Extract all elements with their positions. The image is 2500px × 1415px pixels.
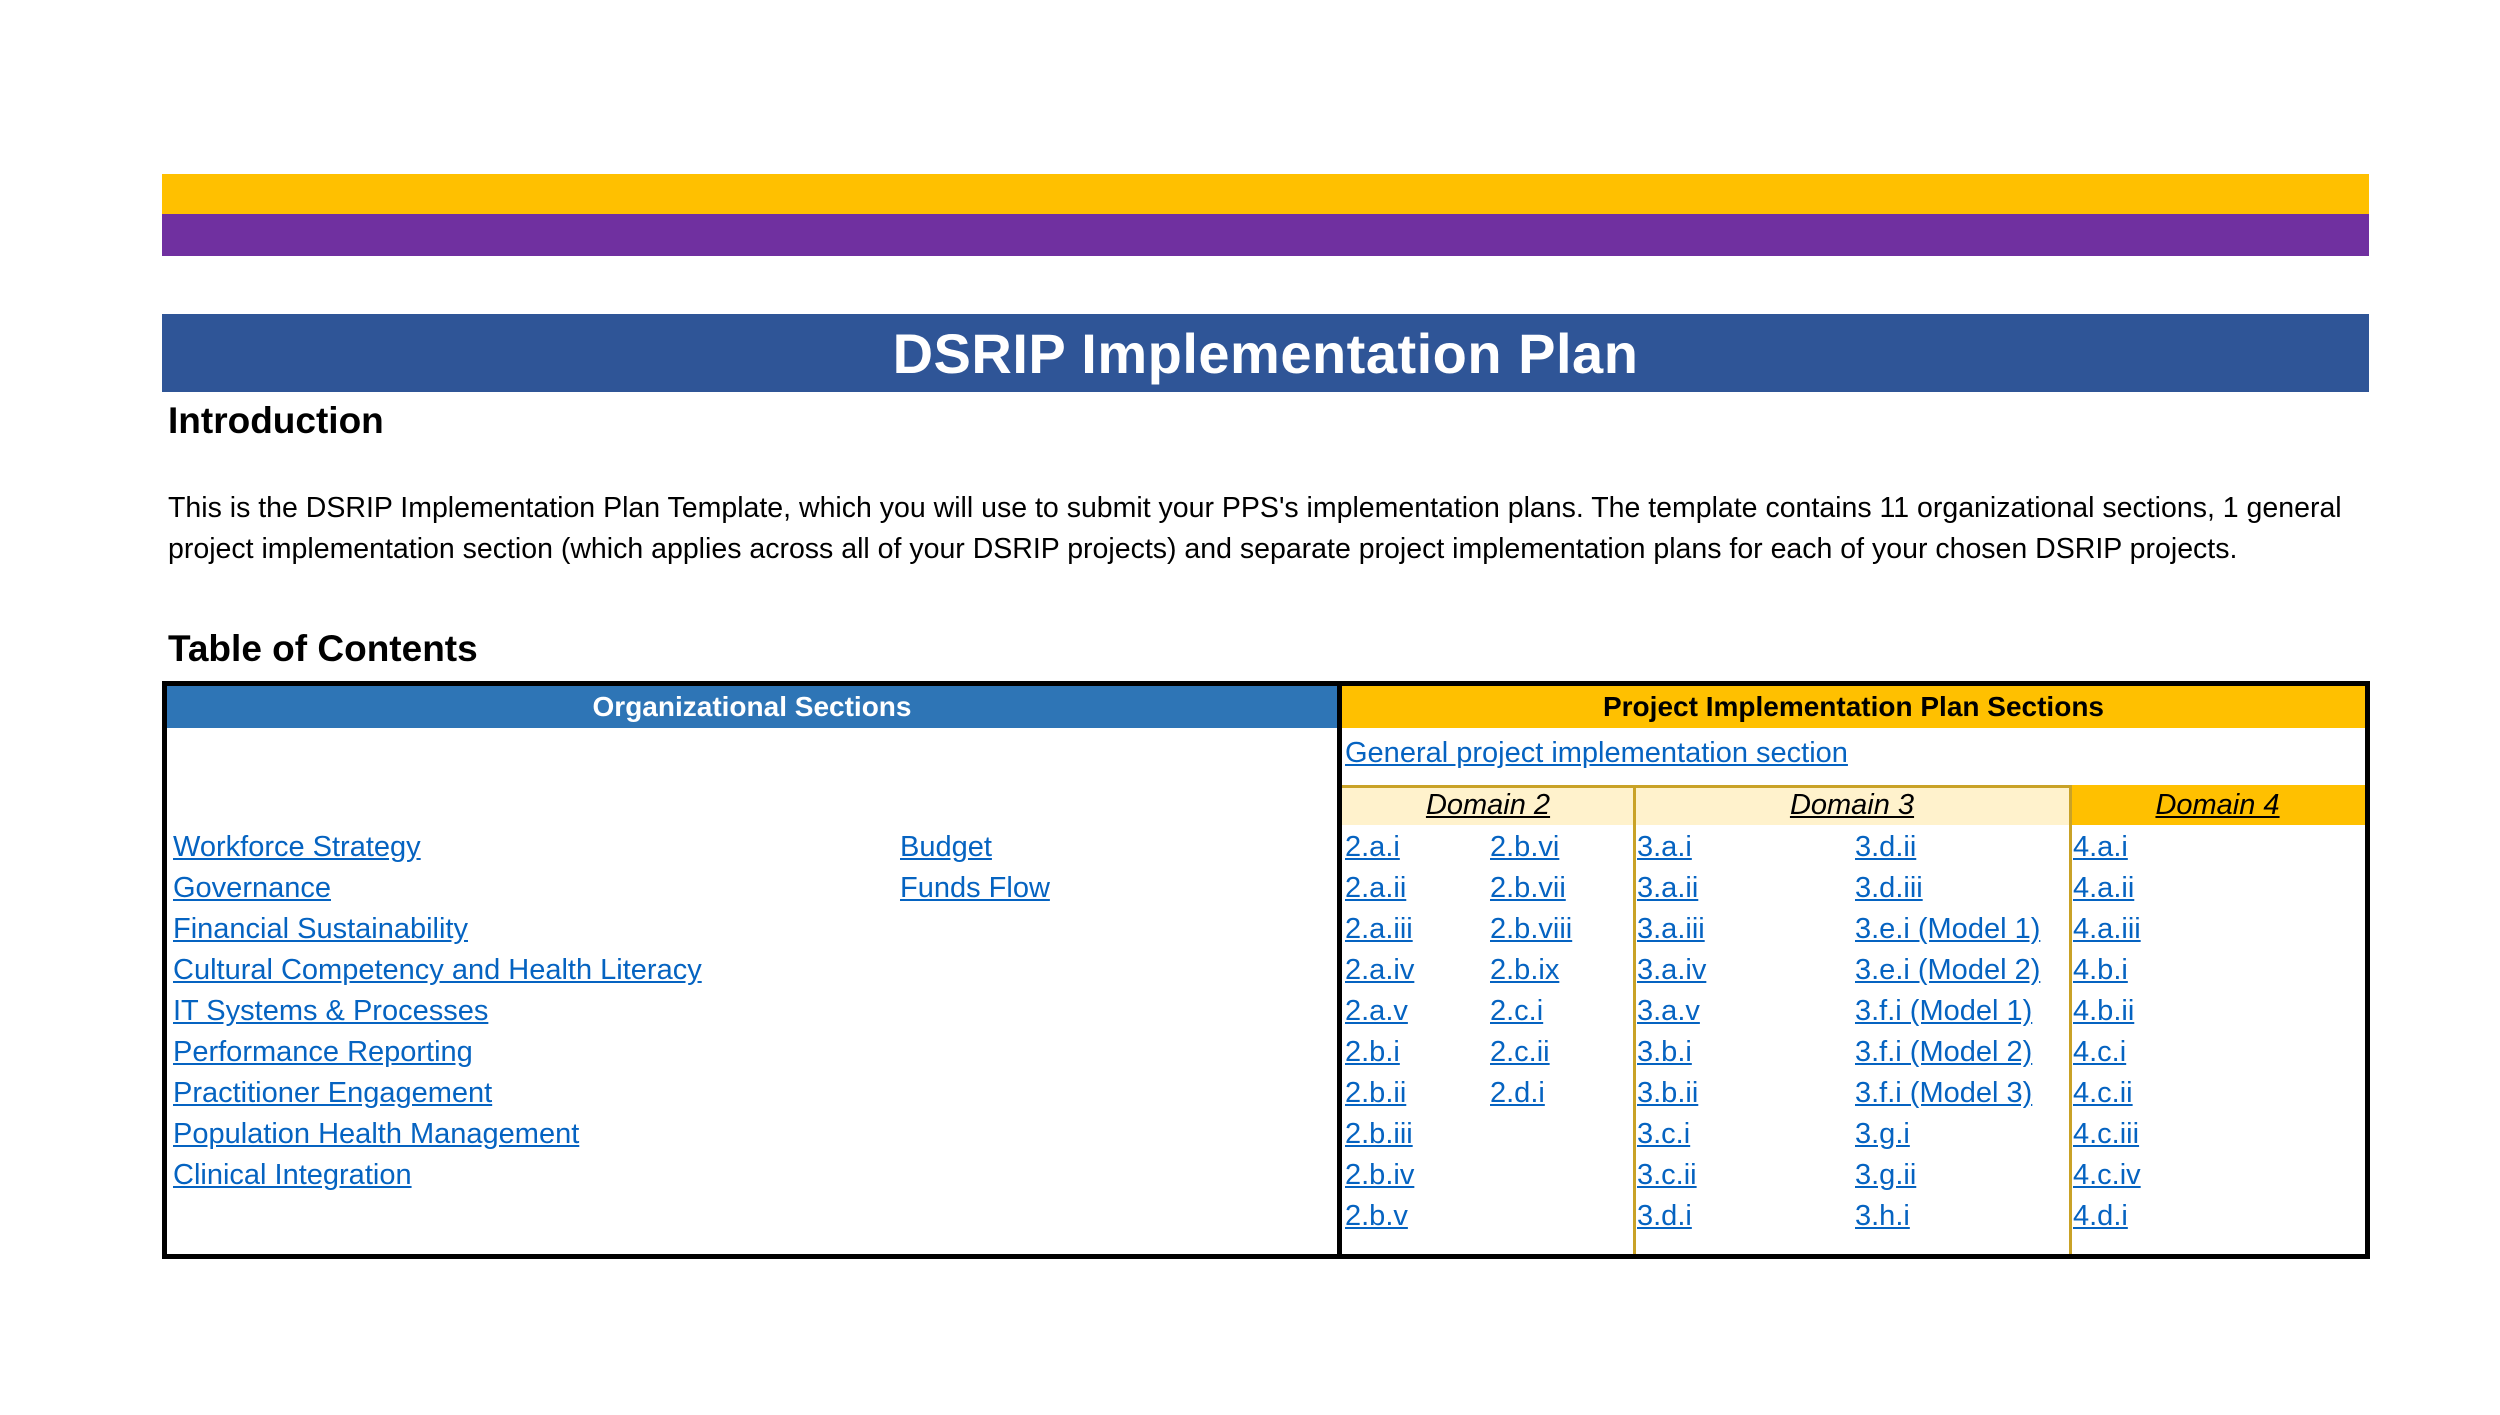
project-link-2-b-iii[interactable]: 2.b.iii <box>1345 1118 1413 1150</box>
project-link-3-g-ii[interactable]: 3.g.ii <box>1855 1159 1917 1191</box>
project-link-2-b-i[interactable]: 2.b.i <box>1345 1036 1400 1068</box>
project-link-4-a-ii[interactable]: 4.a.ii <box>2073 872 2135 904</box>
project-link-4-c-ii[interactable]: 4.c.ii <box>2073 1077 2133 1109</box>
project-link-2-b-ix[interactable]: 2.b.ix <box>1490 954 1560 986</box>
project-link-3-a-iv[interactable]: 3.a.iv <box>1637 954 1707 986</box>
project-link-3-e-i-model-2[interactable]: 3.e.i (Model 2) <box>1855 954 2041 986</box>
project-link-3-a-i[interactable]: 3.a.i <box>1637 831 1692 863</box>
project-link-4-b-i[interactable]: 4.b.i <box>2073 954 2128 986</box>
project-link-4-c-i[interactable]: 4.c.i <box>2073 1036 2127 1068</box>
project-link-3-a-ii[interactable]: 3.a.ii <box>1637 872 1699 904</box>
project-link-3-d-ii[interactable]: 3.d.ii <box>1855 831 1917 863</box>
org-link-it-systems-processes[interactable]: IT Systems & Processes <box>173 995 489 1027</box>
project-link-3-b-i[interactable]: 3.b.i <box>1637 1036 1692 1068</box>
project-link-3-d-i[interactable]: 3.d.i <box>1637 1200 1692 1232</box>
project-link-2-a-i[interactable]: 2.a.i <box>1345 831 1400 863</box>
project-link-2-a-v[interactable]: 2.a.v <box>1345 995 1408 1027</box>
project-link-2-b-iv[interactable]: 2.b.iv <box>1345 1159 1415 1191</box>
project-link-3-d-iii[interactable]: 3.d.iii <box>1855 872 1923 904</box>
org-link-practitioner-engagement[interactable]: Practitioner Engagement <box>173 1077 493 1109</box>
introduction-text: This is the DSRIP Implementation Plan Te… <box>168 492 2342 565</box>
org-link-financial-sustainability[interactable]: Financial Sustainability <box>173 913 468 945</box>
project-link-2-b-vii[interactable]: 2.b.vii <box>1490 872 1566 904</box>
project-link-3-f-i-model-2[interactable]: 3.f.i (Model 2) <box>1855 1036 2033 1068</box>
project-link-2-c-ii[interactable]: 2.c.ii <box>1490 1036 1550 1068</box>
project-link-4-a-i[interactable]: 4.a.i <box>2073 831 2128 863</box>
project-link-2-d-i[interactable]: 2.d.i <box>1490 1077 1545 1109</box>
project-link-2-b-v[interactable]: 2.b.v <box>1345 1200 1408 1232</box>
project-link-4-c-iv[interactable]: 4.c.iv <box>2073 1159 2141 1191</box>
purple-band <box>162 214 2369 256</box>
project-link-3-a-v[interactable]: 3.a.v <box>1637 995 1700 1027</box>
project-link-4-b-ii[interactable]: 4.b.ii <box>2073 995 2135 1027</box>
project-link-4-a-iii[interactable]: 4.a.iii <box>2073 913 2141 945</box>
domain-2-3-divider <box>1633 785 1636 1254</box>
toc-heading: Table of Contents <box>168 628 478 669</box>
project-link-3-e-i-model-1[interactable]: 3.e.i (Model 1) <box>1855 913 2041 945</box>
project-link-3-c-i[interactable]: 3.c.i <box>1637 1118 1691 1150</box>
project-link-2-b-ii[interactable]: 2.b.ii <box>1345 1077 1407 1109</box>
org-link-funds-flow[interactable]: Funds Flow <box>900 872 1050 904</box>
org-link-clinical-integration[interactable]: Clinical Integration <box>173 1159 412 1191</box>
project-link-2-b-vi[interactable]: 2.b.vi <box>1490 831 1560 863</box>
domain-3-header: Domain 3 <box>1634 785 2070 825</box>
project-link-3-f-i-model-3[interactable]: 3.f.i (Model 3) <box>1855 1077 2033 1109</box>
project-link-3-f-i-model-1[interactable]: 3.f.i (Model 1) <box>1855 995 2033 1027</box>
project-link-2-a-iv[interactable]: 2.a.iv <box>1345 954 1415 986</box>
org-link-budget[interactable]: Budget <box>900 831 992 863</box>
domain-border-top <box>1342 785 2070 788</box>
org-link-performance-reporting[interactable]: Performance Reporting <box>173 1036 473 1068</box>
introduction-heading: Introduction <box>168 400 384 441</box>
project-link-3-h-i[interactable]: 3.h.i <box>1855 1200 1910 1232</box>
organizational-sections-header: Organizational Sections <box>167 686 1337 728</box>
project-link-2-a-iii[interactable]: 2.a.iii <box>1345 913 1413 945</box>
project-link-3-a-iii[interactable]: 3.a.iii <box>1637 913 1705 945</box>
project-link-2-a-ii[interactable]: 2.a.ii <box>1345 872 1407 904</box>
org-link-workforce-strategy[interactable]: Workforce Strategy <box>173 831 421 863</box>
project-link-2-b-viii[interactable]: 2.b.viii <box>1490 913 1573 945</box>
general-project-implementation-link[interactable]: General project implementation section <box>1345 737 1848 769</box>
org-link-governance[interactable]: Governance <box>173 872 331 904</box>
domain-2-header: Domain 2 <box>1342 785 1634 825</box>
project-link-2-c-i[interactable]: 2.c.i <box>1490 995 1544 1027</box>
project-link-3-b-ii[interactable]: 3.b.ii <box>1637 1077 1699 1109</box>
org-link-cultural-competency-and-health-literacy[interactable]: Cultural Competency and Health Literacy <box>173 954 702 986</box>
toc-divider <box>1337 686 1342 1254</box>
project-sections-header: Project Implementation Plan Sections <box>1342 686 2365 728</box>
project-link-3-g-i[interactable]: 3.g.i <box>1855 1118 1910 1150</box>
domain-4-header: Domain 4 <box>2070 785 2365 825</box>
table-of-contents: Organizational Sections Project Implemen… <box>162 681 2370 1259</box>
page-title: DSRIP Implementation Plan <box>162 314 2369 392</box>
domain-3-4-divider <box>2069 785 2072 1254</box>
gold-band <box>162 174 2369 214</box>
project-link-4-c-iii[interactable]: 4.c.iii <box>2073 1118 2140 1150</box>
project-link-4-d-i[interactable]: 4.d.i <box>2073 1200 2128 1232</box>
org-link-population-health-management[interactable]: Population Health Management <box>173 1118 580 1150</box>
project-link-3-c-ii[interactable]: 3.c.ii <box>1637 1159 1697 1191</box>
